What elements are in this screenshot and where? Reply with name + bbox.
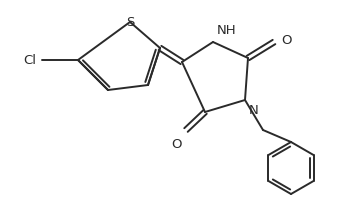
Text: S: S xyxy=(126,15,134,28)
Text: Cl: Cl xyxy=(23,54,36,66)
Text: O: O xyxy=(172,138,182,151)
Text: N: N xyxy=(249,104,259,117)
Text: O: O xyxy=(281,34,291,47)
Text: NH: NH xyxy=(217,24,237,37)
